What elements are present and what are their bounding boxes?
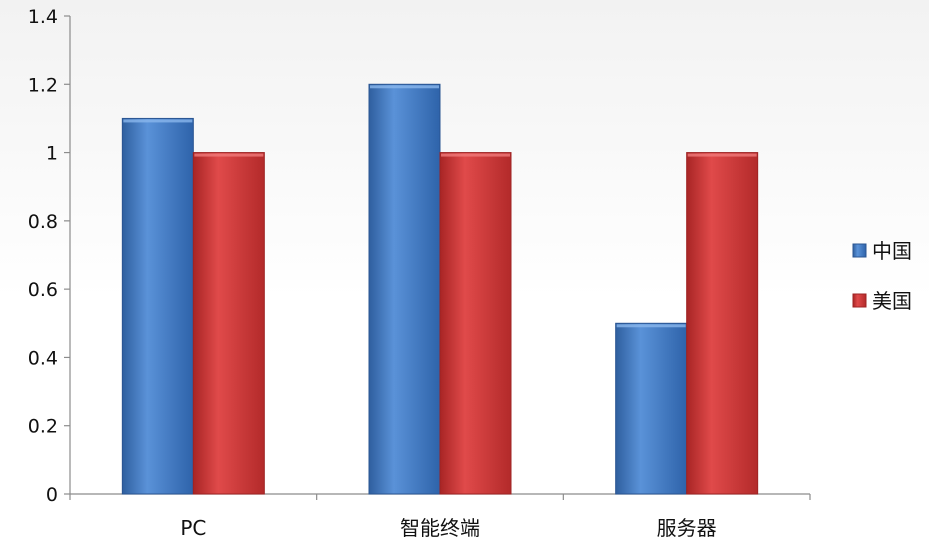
- legend-label: 美国: [872, 289, 912, 313]
- y-tick-label: 1.4: [28, 6, 58, 28]
- bar-top-highlight: [441, 153, 510, 157]
- bar-top-highlight: [370, 85, 439, 89]
- bar-series2-2: [686, 152, 759, 495]
- bar-series1-2: [615, 322, 688, 495]
- y-tick-label: 0.2: [28, 416, 58, 438]
- bar-top-highlight: [616, 324, 686, 328]
- x-category-label: 服务器: [657, 516, 717, 540]
- bar-top-highlight: [194, 153, 264, 157]
- bar-series2-1: [439, 152, 512, 495]
- legend-label: 中国: [872, 239, 912, 263]
- bar-top-highlight: [687, 153, 757, 157]
- bar-series1-1: [368, 83, 441, 495]
- y-tick-label: 1: [46, 143, 58, 165]
- y-tick-label: 0.6: [28, 279, 58, 301]
- legend-swatch: [852, 293, 867, 308]
- x-category-label: PC: [180, 516, 206, 540]
- bars: [121, 83, 759, 495]
- y-tick-label: 0: [46, 484, 58, 506]
- bar-series2-0: [192, 152, 265, 495]
- labels: 0 0.2 0.4 0.6 0.8 1 1.2 1.4 PC 智能终端 服务器: [28, 6, 717, 540]
- y-tick-label: 0.4: [28, 347, 58, 369]
- y-tick-label: 1.2: [28, 74, 58, 96]
- y-tick-label: 0.8: [28, 211, 58, 233]
- x-category-label: 智能终端: [400, 516, 480, 540]
- bar-series1-0: [121, 117, 194, 495]
- legend-swatch: [852, 243, 867, 258]
- bar-top-highlight: [123, 119, 193, 123]
